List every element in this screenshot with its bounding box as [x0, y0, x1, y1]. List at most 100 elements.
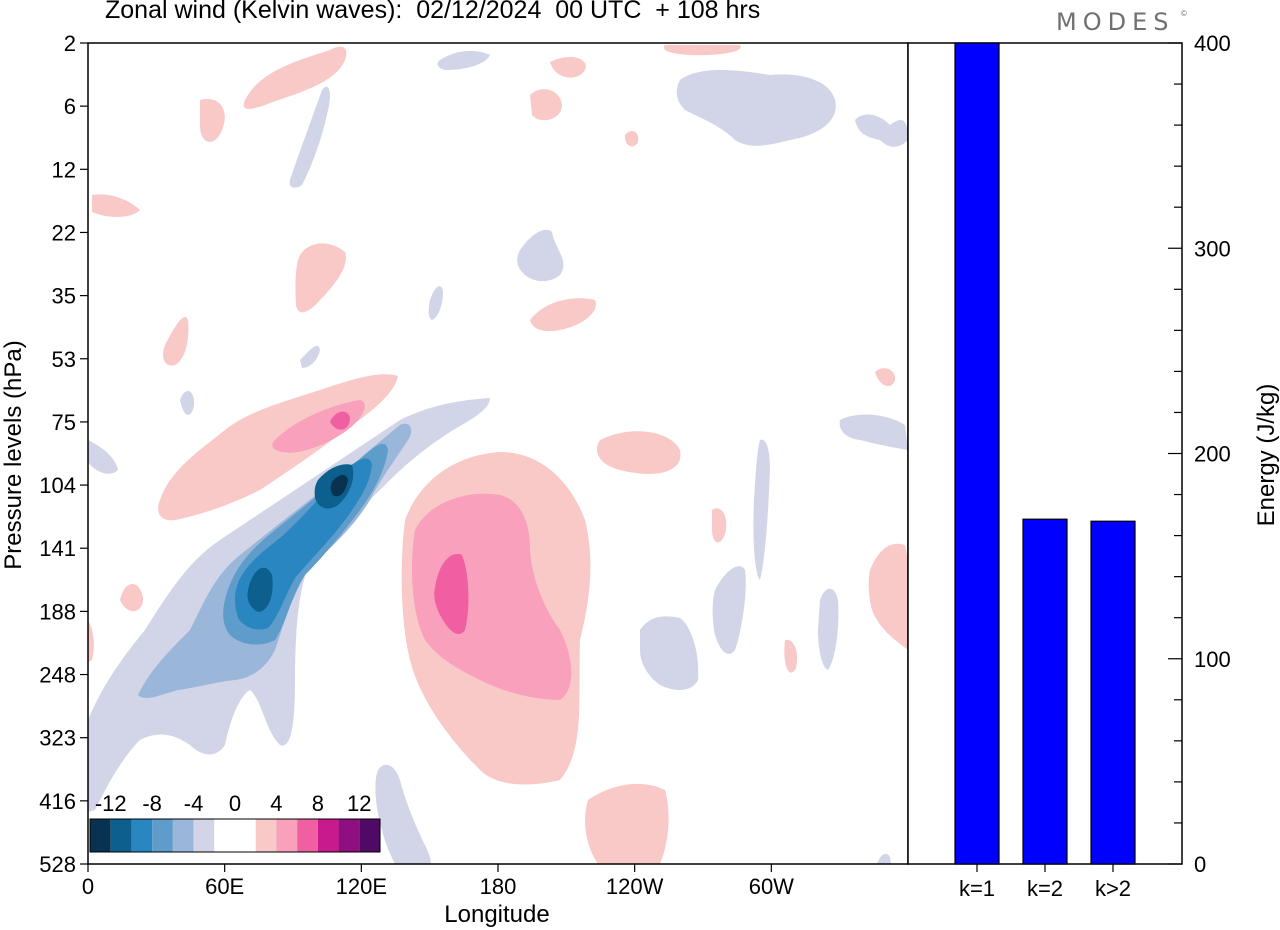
- colorbar-swatch: [152, 819, 173, 852]
- neg-region-90w-sliver: [753, 439, 770, 580]
- colorbar-label: -4: [184, 791, 204, 816]
- colorbar-label: 4: [270, 791, 282, 816]
- y-tick-label: 2: [64, 31, 76, 56]
- colorbar-swatch: [297, 819, 318, 852]
- longitude-axis: 0 60E 120E 180 120W 60W: [82, 864, 794, 899]
- colorbar-label: 8: [312, 791, 324, 816]
- y-tick-label: 53: [52, 347, 76, 372]
- pos-region-left-188: [120, 584, 144, 612]
- pos-region-12hpa-left: [92, 194, 140, 217]
- pos-max-75hpa: [330, 411, 350, 430]
- pos-region-right-edge: [868, 543, 908, 650]
- pos-region-104hpa-right: [596, 431, 681, 474]
- colorbar-swatch: [131, 819, 153, 852]
- energy-bar-panel: k=1 k=2 k>2 0 100 200 300 400: [907, 31, 1231, 901]
- colorbar-swatch: [276, 819, 298, 852]
- neg-region-top-right: [676, 70, 836, 146]
- neg-region-35hpa-sliver: [428, 286, 443, 320]
- pos-region-53hpa: [163, 316, 189, 366]
- energy-tick-label: 300: [1194, 236, 1231, 261]
- y-tick-label: 22: [52, 220, 76, 245]
- pos-region-bottom: [585, 783, 669, 864]
- colorbar-swatch: [90, 819, 111, 852]
- pos-region-center-core: [412, 493, 572, 700]
- y-tick-label: 416: [39, 789, 76, 814]
- colorbar-swatch: [214, 819, 235, 852]
- neg-region-104hpa-left: [88, 440, 118, 474]
- energy-tick-label: 400: [1194, 31, 1231, 56]
- energy-bars: [954, 42, 1136, 865]
- y-tick-label: 323: [39, 726, 76, 751]
- colorbar-swatch: [255, 819, 277, 852]
- zonal-wind-contour-panel: [87, 42, 909, 865]
- pos-region-22hpa: [295, 243, 346, 313]
- y-axis-title: Pressure levels (hPa): [0, 340, 27, 569]
- pos-region-35hpa: [530, 298, 596, 332]
- pos-region-6hpa: [530, 89, 562, 121]
- y-tick-label: 188: [39, 599, 76, 624]
- neg-region-22hpa: [517, 229, 564, 282]
- neg-region-top-right-edge: [855, 114, 908, 147]
- bar-category-label: k=2: [1027, 876, 1063, 901]
- colorbar-label: 0: [229, 791, 241, 816]
- energy-bar: [954, 42, 1000, 865]
- colorbar-legend: -12 -8 -4 0 4 8 12: [89, 791, 381, 853]
- y-tick-label: 35: [52, 284, 76, 309]
- neg-region-mid-sliver: [289, 86, 330, 188]
- x-tick-label: 60E: [205, 874, 244, 899]
- contour-fill-layer: [88, 45, 908, 864]
- y-tick-label: 12: [52, 157, 76, 182]
- pos-region-upper-left: [200, 99, 225, 142]
- y-tick-label: 6: [64, 94, 76, 119]
- neg-region-120w: [640, 616, 699, 690]
- colorbar-label: 12: [347, 791, 371, 816]
- y-tick-label: 104: [39, 473, 76, 498]
- neg-region-75hpa-left: [180, 390, 195, 415]
- colorbar-label: -12: [95, 791, 127, 816]
- pos-region-top-band: [243, 46, 347, 109]
- pos-max-center: [434, 554, 469, 635]
- energy-axis: 0 100 200 300 400: [1168, 31, 1231, 877]
- colorbar-swatch: [235, 819, 256, 852]
- x-tick-label: 120E: [336, 874, 387, 899]
- energy-bar: [1090, 520, 1136, 865]
- colorbar-label: -8: [142, 791, 162, 816]
- colorbar-swatch: [193, 819, 215, 852]
- neg-region-80w: [712, 566, 746, 654]
- energy-tick-label: 200: [1194, 442, 1231, 467]
- neg-region-level6: [330, 474, 348, 497]
- pos-region-top-mid: [550, 56, 586, 78]
- colorbar-frame: [89, 818, 381, 853]
- colorbar-swatch: [359, 819, 380, 852]
- bar-category-label: k=1: [959, 876, 995, 901]
- modes-logo: MODES: [1056, 8, 1175, 36]
- wavenumber-axis: k=1 k=2 k>2: [959, 864, 1131, 901]
- pos-region-small-1: [712, 508, 727, 543]
- energy-tick-label: 0: [1194, 852, 1206, 877]
- chart-title: Zonal wind (Kelvin waves): 02/12/2024 00…: [105, 0, 761, 24]
- y-tick-label: 141: [39, 536, 76, 561]
- energy-tick-label: 100: [1194, 647, 1231, 672]
- colorbar-swatch: [317, 819, 339, 852]
- copyright-mark: ©: [1181, 9, 1187, 18]
- energy-bar: [1022, 518, 1068, 865]
- neg-region-60w-right: [818, 588, 839, 670]
- neg-region-bottom: [375, 764, 431, 864]
- pressure-axis: 2 6 12 22 35 53 75 104 141 188 248 323 416 528: [39, 31, 88, 877]
- colorbar-swatch: [110, 819, 132, 852]
- colorbar-swatch: [338, 819, 360, 852]
- y-tick-label: 528: [39, 852, 76, 877]
- pos-region-top-right: [663, 45, 741, 56]
- neg-region-bottom-right: [877, 853, 891, 864]
- neg-region-level5: [247, 567, 273, 612]
- x-tick-label: 60W: [749, 874, 794, 899]
- pos-region-small-4: [624, 130, 639, 147]
- neg-region-top-center: [437, 50, 490, 70]
- y-tick-label: 75: [52, 410, 76, 435]
- y-tick-label: 248: [39, 663, 76, 688]
- neg-region-right-edge: [839, 414, 908, 450]
- colorbar-swatch: [172, 819, 194, 852]
- x-tick-label: 180: [480, 874, 517, 899]
- x-tick-label: 120W: [606, 874, 664, 899]
